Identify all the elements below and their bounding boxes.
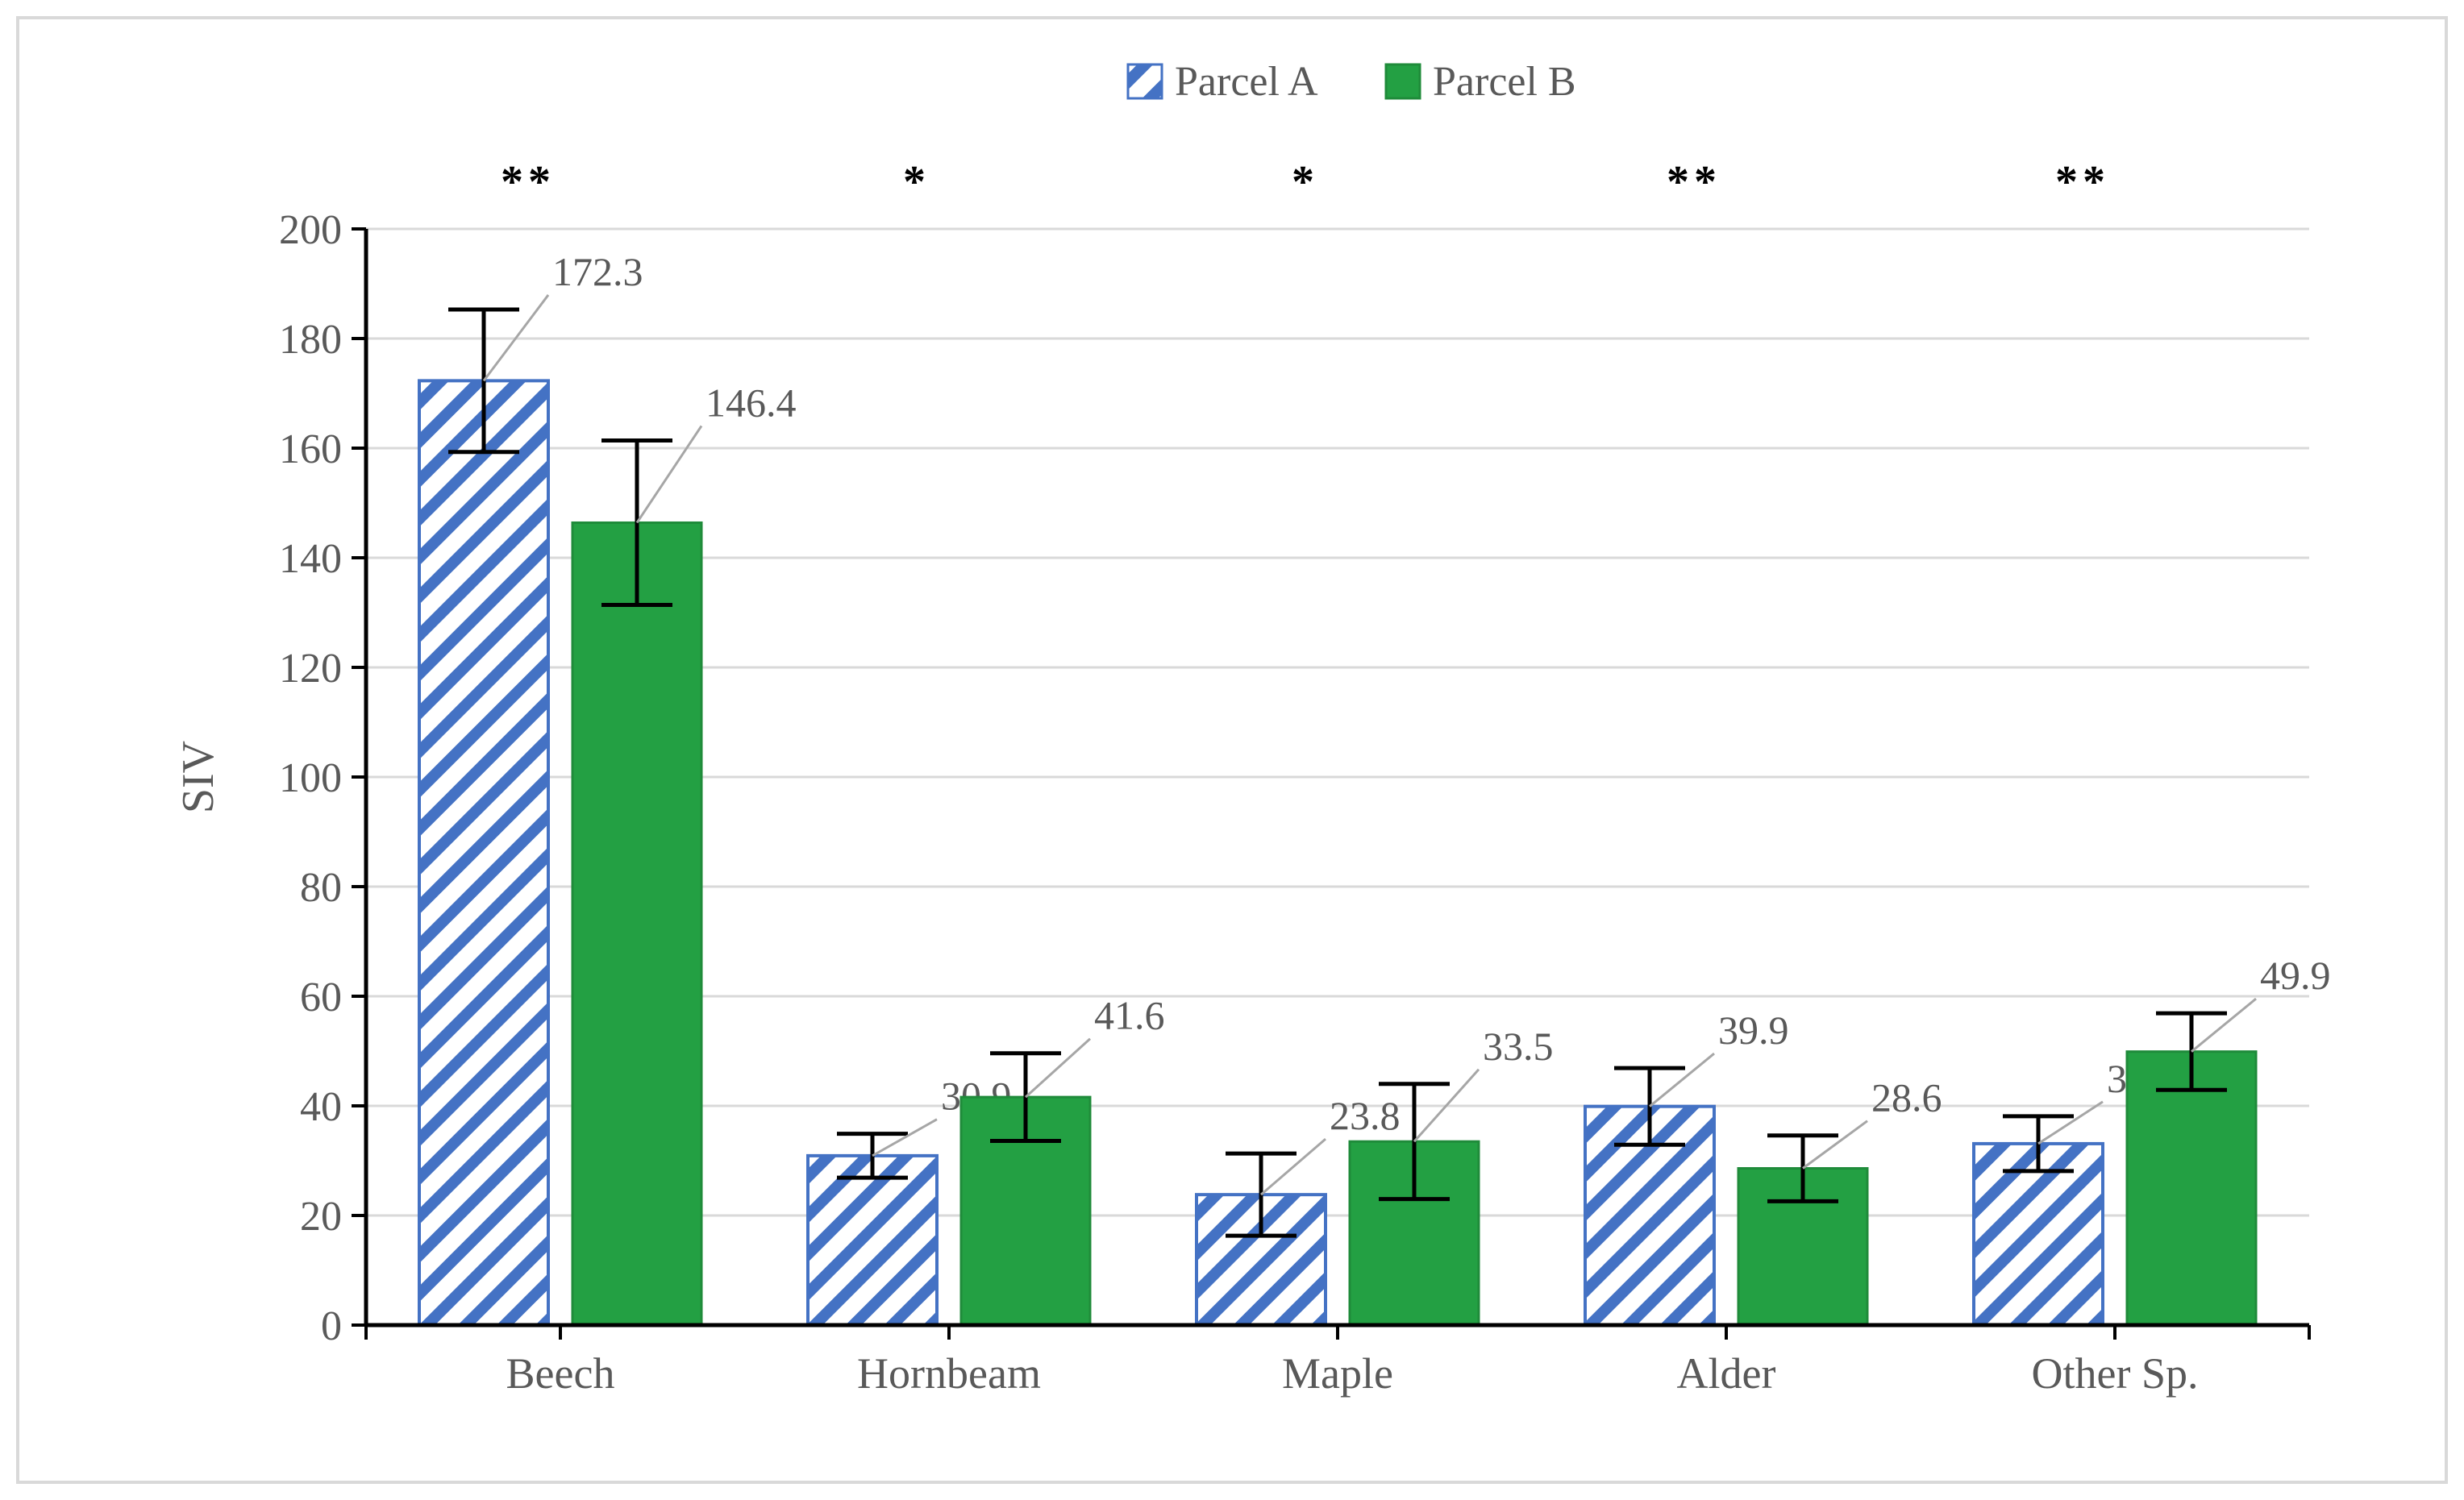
leader-line <box>1026 1039 1090 1097</box>
x-category-label: Maple <box>1282 1349 1393 1398</box>
y-tick-label: 20 <box>300 1194 342 1240</box>
significance-marker: ** <box>2055 157 2110 207</box>
y-tick-label: 200 <box>279 207 342 253</box>
bar-parcel-b <box>2127 1052 2256 1325</box>
y-tick-label: 140 <box>279 536 342 582</box>
legend-item-parcel-a: Parcel A <box>1128 59 1318 105</box>
bar-parcel-b <box>572 522 701 1325</box>
y-tick-label: 160 <box>279 426 342 472</box>
y-tick-label: 60 <box>300 974 342 1020</box>
bar-value-label: 28.6 <box>1871 1075 1942 1120</box>
legend-item-parcel-b: Parcel B <box>1386 59 1576 105</box>
significance-marker: ** <box>1667 157 1721 207</box>
x-category-label: Alder <box>1677 1349 1776 1398</box>
legend-label: Parcel A <box>1175 59 1318 105</box>
bar-value-label: 49.9 <box>2260 953 2331 998</box>
y-tick-label: 120 <box>279 646 342 692</box>
x-category-label: Hornbeam <box>857 1349 1041 1398</box>
y-tick-label: 100 <box>279 755 342 801</box>
legend-label: Parcel B <box>1433 59 1576 105</box>
leader-line <box>1803 1121 1867 1169</box>
bar-value-label: 41.6 <box>1094 993 1165 1038</box>
leader-line <box>2191 999 2256 1052</box>
leader-line <box>1650 1053 1714 1107</box>
legend-swatch-icon <box>1128 64 1162 98</box>
leader-line <box>2038 1102 2103 1144</box>
bar-parcel-a <box>808 1156 937 1325</box>
y-axis-label: SIV <box>173 741 223 813</box>
bar-value-label: 33.5 <box>1483 1024 1554 1069</box>
x-category-label: Beech <box>506 1349 615 1398</box>
bar-value-label: 39.9 <box>1718 1008 1789 1053</box>
bar-parcel-a <box>419 380 548 1325</box>
bar-value-label: 172.3 <box>552 249 643 294</box>
y-tick-label: 40 <box>300 1084 342 1130</box>
leader-line <box>1261 1139 1326 1195</box>
y-tick-label: 180 <box>279 317 342 363</box>
legend-swatch-icon <box>1386 64 1420 98</box>
significance-marker: * <box>1292 157 1319 207</box>
bar-value-label: 146.4 <box>705 380 797 425</box>
y-tick-label: 0 <box>321 1303 342 1349</box>
chart-outer-border: 0 20 40 60 80 100 120 140 160 180 200 172.3 146.4 Bee… <box>16 16 2448 1484</box>
bar-value-label: 23.8 <box>1330 1093 1401 1138</box>
significance-marker: ** <box>501 157 556 207</box>
y-tick-label: 80 <box>300 865 342 911</box>
leader-line <box>872 1120 937 1156</box>
significance-marker: * <box>903 157 930 207</box>
x-category-label: Other Sp. <box>2032 1349 2199 1398</box>
siv-bar-chart: 0 20 40 60 80 100 120 140 160 180 200 172.3 146.4 Bee… <box>19 19 2445 1481</box>
